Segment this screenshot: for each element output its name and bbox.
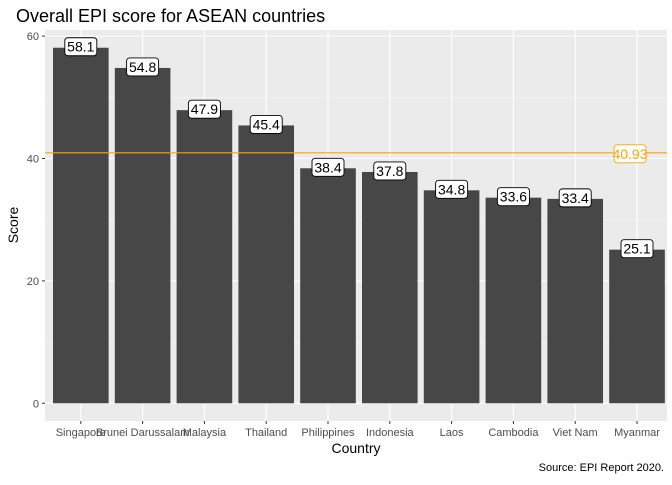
data-label-box [373,161,407,181]
x-tick-label: Brunei Darussalam [96,427,190,439]
y-axis: 0 20 40 60 [27,31,45,410]
data-label: 58.1 [64,37,98,57]
x-tick-label: Myanmar [614,427,660,439]
bar-cambodia [485,197,542,404]
bar-philippines [300,168,356,404]
x-tick-label: Cambodia [488,427,539,439]
data-label-box [558,188,592,208]
source-caption: Source: EPI Report 2020. [539,462,664,474]
data-label-text: 34.8 [438,181,465,197]
data-label: 54.8 [126,57,160,77]
y-tick-label: 0 [33,398,39,410]
data-label: 25.1 [620,239,654,259]
data-label-text: 37.8 [376,163,403,179]
data-label-box [64,37,98,57]
bar-myanmar [609,249,665,404]
x-tick-label: Laos [440,427,464,439]
data-label-text: 38.4 [314,159,341,175]
data-label: 37.8 [373,161,407,181]
data-label-box [620,239,654,259]
data-label: 33.4 [558,188,592,208]
x-tick-label: Indonesia [366,427,415,439]
y-tick-label: 20 [27,276,39,288]
bar-laos [423,190,480,404]
data-label: 34.8 [435,179,469,199]
bar-viet-nam [547,198,604,404]
data-label-text: 58.1 [67,39,94,55]
x-tick-label: Singapore [56,427,106,439]
data-label-text: 33.4 [562,190,589,206]
bar-brunei-darussalam [114,67,171,404]
bar-thailand [238,125,295,404]
x-tick-label: Philippines [301,427,355,439]
reference-line-label-box [613,144,647,164]
data-label: 38.4 [311,157,345,177]
data-label-text: 47.9 [191,101,218,117]
data-label-text: 45.4 [253,116,280,132]
data-label-box [311,157,345,177]
bars [53,47,665,404]
chart-title: Overall EPI score for ASEAN countries [16,6,325,26]
data-label-box [435,179,469,199]
data-labels: 58.1 54.8 47.9 45.4 38.4 37.8 34.8 33.6 33.4 25.1… [64,37,654,259]
bar-malaysia [176,110,233,404]
x-tick-label: Viet Nam [553,427,598,439]
y-tick-label: 60 [27,31,39,43]
x-tick-label: Thailand [245,427,287,439]
data-label-text: 25.1 [623,241,650,257]
reference-line-label: 40.93 [612,144,648,164]
data-label-box [187,99,221,119]
data-label: 33.6 [496,187,530,207]
reference-line-label-text: 40.93 [612,146,647,162]
data-label-box [126,57,160,77]
y-tick-label: 40 [27,153,39,165]
data-label-box [249,115,283,134]
y-axis-title: Score [5,207,21,244]
data-label-text: 54.8 [129,59,156,75]
x-tick-label: Malaysia [183,427,227,439]
data-label-text: 33.6 [500,189,527,205]
bar-singapore [53,47,109,404]
x-axis-title: Country [331,440,380,456]
data-label: 47.9 [187,99,221,119]
data-label-box [496,187,530,207]
data-label: 45.4 [249,115,283,134]
bar-indonesia [362,171,418,404]
